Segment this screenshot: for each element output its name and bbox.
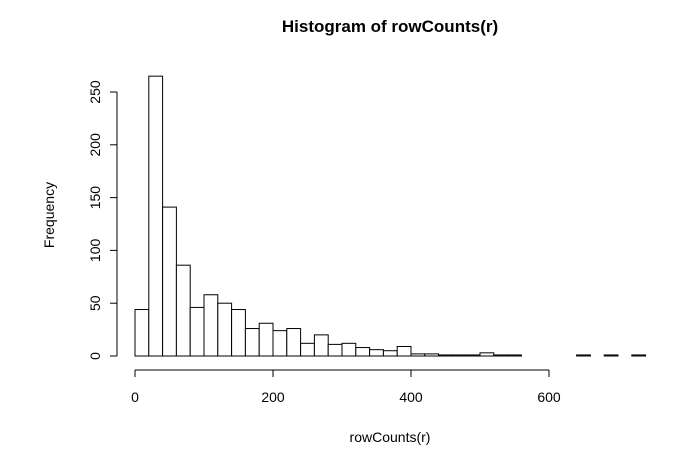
histogram-bar	[369, 349, 384, 357]
histogram-bar	[603, 354, 619, 357]
x-tick-label: 200	[261, 389, 285, 405]
histogram-bar	[134, 309, 150, 357]
histogram-bar	[189, 306, 205, 357]
histogram-bar	[231, 309, 246, 357]
x-tick-label: 600	[537, 389, 561, 405]
y-tick-label: 50	[87, 295, 103, 311]
histogram-bar	[451, 354, 467, 357]
x-tick-label: 0	[131, 389, 139, 405]
x-axis-label: rowCounts(r)	[350, 429, 431, 445]
bars-group	[134, 75, 647, 357]
histogram-bar	[479, 352, 495, 357]
y-tick-label: 200	[87, 133, 103, 157]
histogram-bar	[438, 354, 453, 357]
histogram-bar	[576, 354, 591, 357]
histogram-bar	[148, 75, 164, 357]
histogram-bar	[217, 302, 233, 357]
histogram-bar	[203, 294, 219, 357]
histogram-bar	[162, 206, 177, 357]
histogram-bar	[286, 328, 302, 357]
histogram-bar	[272, 330, 288, 357]
histogram-bar	[493, 354, 509, 357]
y-tick-label: 0	[87, 352, 103, 360]
histogram-bar	[258, 322, 274, 357]
histogram-bar	[355, 347, 371, 357]
histogram-bar	[300, 342, 315, 357]
histogram-bar	[410, 353, 426, 357]
y-tick-label: 150	[87, 186, 103, 210]
chart-title: Histogram of rowCounts(r)	[282, 17, 498, 36]
y-axis-label: Frequency	[41, 182, 57, 248]
histogram-bar	[341, 342, 357, 357]
y-tick-label: 100	[87, 239, 103, 263]
histogram-bar	[424, 353, 440, 357]
histogram-bar	[382, 350, 398, 357]
y-tick-label: 250	[87, 80, 103, 104]
histogram-bar	[175, 264, 191, 357]
histogram-bar	[327, 343, 343, 357]
histogram-bar	[396, 345, 412, 357]
histogram-bar	[465, 354, 481, 357]
y-axis: 0 50 100 150 200 250	[87, 80, 118, 360]
histogram-bar	[313, 334, 329, 357]
histogram-bar	[244, 328, 260, 357]
x-axis: 0 200 400 600	[131, 369, 561, 405]
histogram-bar	[507, 354, 522, 357]
x-tick-label: 400	[399, 389, 423, 405]
histogram-bar	[631, 354, 647, 357]
